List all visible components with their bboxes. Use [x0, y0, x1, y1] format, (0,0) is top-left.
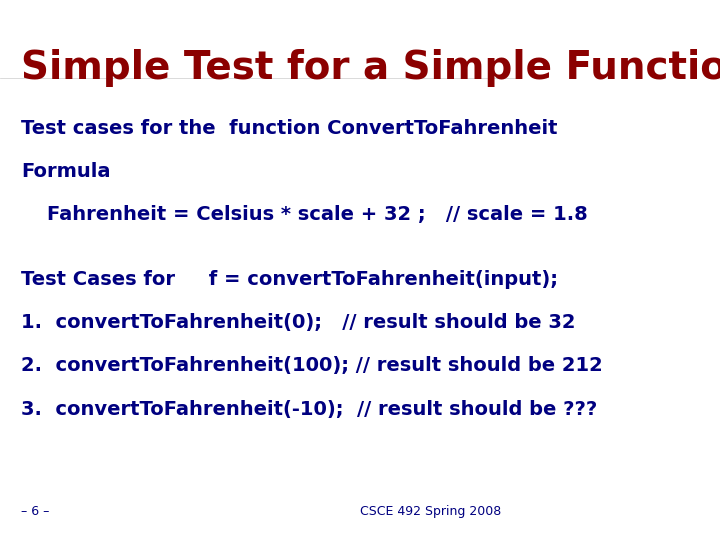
Text: – 6 –: – 6 –	[21, 505, 49, 518]
Text: Test Cases for     f = convertToFahrenheit(input);: Test Cases for f = convertToFahrenheit(i…	[21, 270, 558, 289]
Text: 2.  convertToFahrenheit(100); // result should be 212: 2. convertToFahrenheit(100); // result s…	[21, 356, 603, 375]
Text: Formula: Formula	[21, 162, 110, 181]
Text: Test cases for the  function ConvertToFahrenheit: Test cases for the function ConvertToFah…	[21, 119, 557, 138]
Text: Simple Test for a Simple Function: Simple Test for a Simple Function	[21, 49, 720, 86]
Text: Fahrenheit = Celsius * scale + 32 ;   // scale = 1.8: Fahrenheit = Celsius * scale + 32 ; // s…	[47, 205, 588, 224]
Text: 1.  convertToFahrenheit(0);   // result should be 32: 1. convertToFahrenheit(0); // result sho…	[21, 313, 575, 332]
Text: 3.  convertToFahrenheit(-10);  // result should be ???: 3. convertToFahrenheit(-10); // result s…	[21, 400, 597, 419]
Text: CSCE 492 Spring 2008: CSCE 492 Spring 2008	[360, 505, 501, 518]
